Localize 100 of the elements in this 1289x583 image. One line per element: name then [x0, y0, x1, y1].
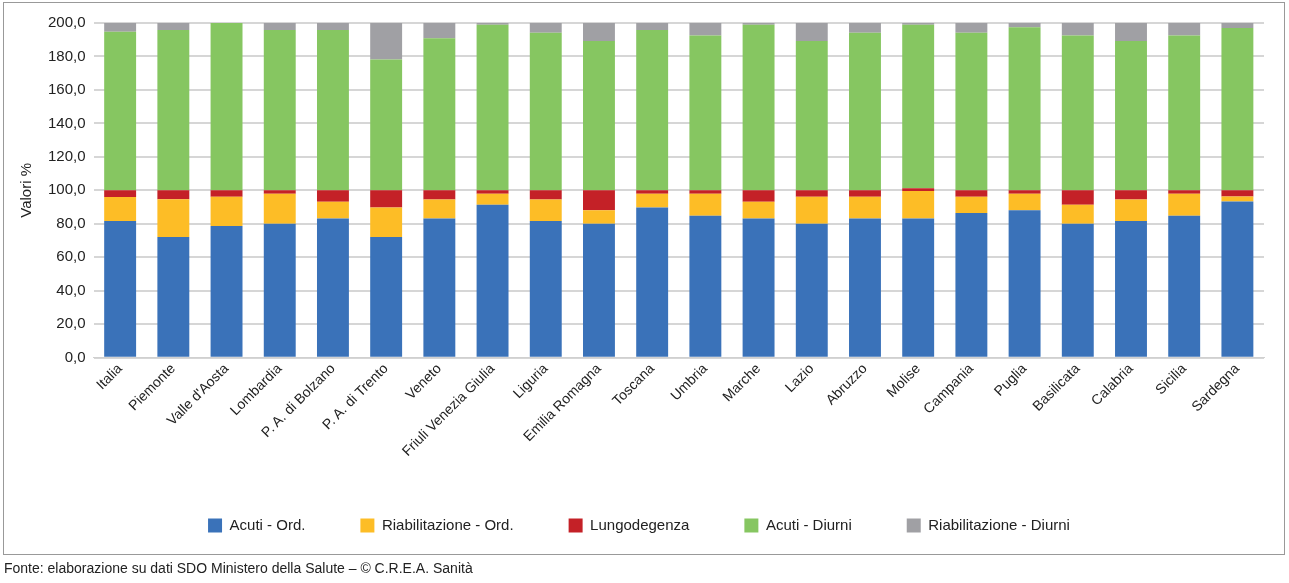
bar [636, 30, 669, 191]
bar [795, 40, 828, 191]
bar [529, 190, 562, 200]
y-tick-label: 140,0 [47, 113, 86, 131]
bar [1168, 23, 1201, 36]
bar [849, 32, 881, 191]
bar [476, 193, 509, 205]
y-tick-label: 160,0 [47, 80, 86, 98]
bar [1061, 190, 1094, 205]
bar [210, 190, 243, 197]
bar [902, 188, 935, 191]
bar [157, 30, 190, 191]
bar [104, 197, 137, 222]
bar [689, 190, 722, 194]
y-tick-label: 120,0 [47, 146, 86, 164]
bar [849, 23, 881, 33]
bar [263, 190, 296, 194]
bar [370, 207, 403, 237]
bar [1168, 35, 1201, 191]
bar [263, 223, 296, 357]
bar [210, 226, 243, 357]
bar [583, 40, 615, 191]
bar [370, 237, 403, 357]
bar [636, 190, 669, 194]
bar [1221, 23, 1254, 29]
legend-label: Riabilitazione - Ord. [381, 515, 514, 533]
bar [1221, 196, 1254, 202]
bar [689, 193, 722, 216]
bar [104, 190, 137, 198]
y-tick-label: 20,0 [56, 314, 86, 332]
bar [955, 23, 988, 33]
bar [157, 199, 190, 237]
bar [104, 221, 137, 357]
bar [1115, 221, 1147, 357]
bar [902, 218, 935, 357]
bar [423, 23, 456, 39]
bar [902, 24, 935, 189]
bar [583, 210, 615, 224]
bar [955, 32, 988, 191]
bar [316, 218, 349, 357]
bar [902, 190, 935, 219]
bar [210, 196, 243, 227]
bar [742, 190, 775, 202]
bar [795, 23, 828, 41]
bar [263, 30, 296, 191]
bar [263, 23, 296, 31]
bar [529, 199, 562, 222]
y-tick-label: 180,0 [47, 46, 86, 64]
bar [529, 23, 562, 33]
bar [316, 201, 349, 219]
legend-label: Acuti - Ord. [229, 515, 306, 533]
y-tick-label: 200,0 [47, 13, 86, 31]
bar [1008, 23, 1041, 28]
bar [1008, 27, 1041, 191]
bar [263, 193, 296, 224]
bar [1061, 23, 1094, 36]
bar [316, 190, 349, 202]
y-tick-label: 100,0 [47, 180, 86, 198]
bar [742, 218, 775, 357]
legend-label: Acuti - Diurni [765, 515, 852, 533]
bar [423, 38, 456, 191]
bar [849, 218, 881, 357]
y-tick-label: 40,0 [56, 280, 86, 298]
bar [1061, 223, 1094, 357]
y-tick-label: 0,0 [64, 347, 86, 365]
bar [1008, 210, 1041, 357]
bar [689, 215, 722, 357]
bar [795, 196, 828, 224]
bar [316, 30, 349, 191]
bar [636, 23, 669, 31]
bar [742, 201, 775, 219]
bar [1168, 193, 1201, 216]
bar [476, 190, 509, 194]
bar [529, 221, 562, 357]
bar [476, 24, 509, 191]
bar [1115, 40, 1147, 191]
bar [529, 32, 562, 191]
bar [104, 31, 137, 191]
bar [795, 223, 828, 357]
bar [689, 35, 722, 191]
bar [1008, 190, 1041, 194]
bar [370, 23, 403, 60]
bar [1061, 204, 1094, 224]
bar [210, 23, 243, 191]
bar [423, 199, 456, 219]
bar [370, 59, 403, 191]
bar [583, 190, 615, 211]
bar [849, 196, 881, 219]
bar [157, 190, 190, 200]
bar [1168, 215, 1201, 357]
bar [583, 23, 615, 41]
legend-label: Riabilitazione - Diurni [928, 515, 1070, 533]
bar [476, 204, 509, 357]
bar [1115, 199, 1147, 222]
source-note: Fonte: elaborazione su dati SDO Ministero della Salute – © C.R.E.A. Sanità [4, 560, 473, 576]
bar [1115, 23, 1147, 41]
bar [157, 23, 190, 31]
bar [636, 207, 669, 357]
bar [157, 237, 190, 357]
bar [795, 190, 828, 197]
